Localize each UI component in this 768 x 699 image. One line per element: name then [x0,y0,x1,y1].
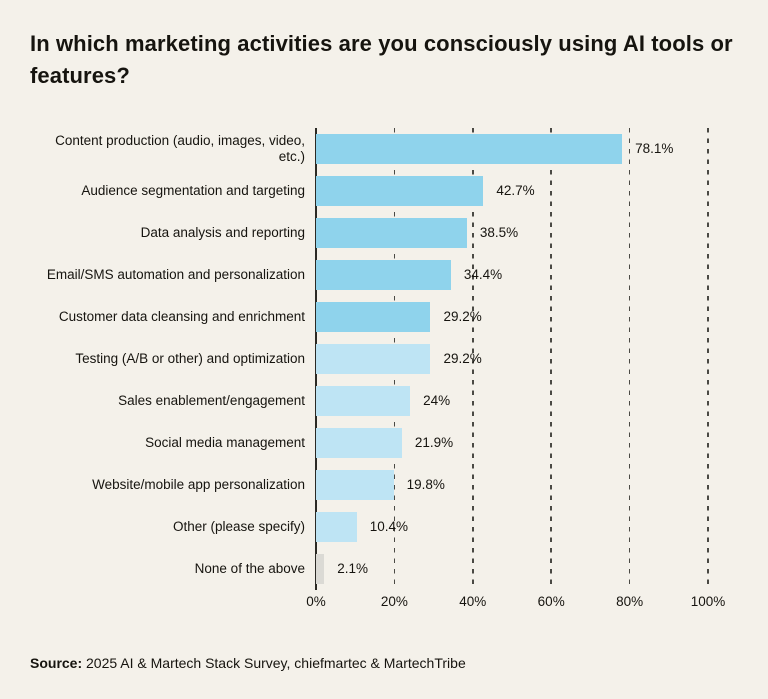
bar-area: 29.2% [316,338,708,380]
x-tick-label: 0% [306,594,326,609]
gridline-60 [550,128,552,590]
bar [316,554,325,584]
bar-area: 42.7% [316,170,708,212]
category-label: Email/SMS automation and personalization [46,267,305,282]
value-label: 24% [423,393,451,408]
bar [316,176,484,206]
bar [316,386,411,416]
bar [316,260,451,290]
x-tick-label: 100% [690,594,726,609]
category-label: Audience segmentation and targeting [81,183,305,198]
category-label: Data analysis and reporting [140,225,305,240]
table-row: Data analysis and reporting 38.5% [30,212,738,254]
chart-title: In which marketing activities are you co… [30,31,733,88]
value-label: 19.8% [406,477,445,492]
table-row: Testing (A/B or other) and optimization 2… [30,338,738,380]
bar [316,218,467,248]
category-label: Website/mobile app personalization [92,477,305,492]
table-row: Customer data cleansing and enrichment 29… [30,296,738,338]
table-row: Audience segmentation and targeting 42.7% [30,170,738,212]
value-label: 38.5% [479,225,519,240]
bar [316,134,623,164]
category-label: Content production (audio, images, video… [55,133,305,164]
value-label: 34.4% [463,267,503,282]
value-label: 21.9% [414,435,454,450]
bar-area: 10.4% [316,506,708,548]
table-row: Website/mobile app personalization 19.8% [30,464,738,506]
bar [316,344,431,374]
x-axis-tick-labels: 0% 20% 40% 60% 80% 100% [306,594,725,616]
x-tick-label: 40% [459,594,487,609]
bar-area: 21.9% [316,422,708,464]
table-row: None of the above 2.1% [30,548,738,590]
value-label: 2.1% [337,561,368,576]
source-line: Source: 2025 AI & Martech Stack Survey, … [30,655,466,671]
bar-area: 24% [316,380,708,422]
category-label: Customer data cleansing and enrichment [58,309,305,324]
bar [316,302,431,332]
table-row: Content production (audio, images, video… [30,128,738,170]
category-label: None of the above [194,561,305,576]
gridline-80 [628,128,631,590]
category-label: Social media management [145,435,305,450]
bar [316,512,357,542]
category-label: Other (please specify) [172,519,305,534]
x-tick-label: 60% [537,594,565,609]
bar-chart: Content production (audio, images, video… [30,128,738,609]
category-label: Testing (A/B or other) and optimization [75,351,305,366]
value-label: 29.2% [443,309,482,324]
value-label: 10.4% [369,519,409,534]
bar-rows: Content production (audio, images, video… [30,128,738,590]
table-row: Email/SMS automation and personalization… [30,254,738,296]
x-tick-label: 80% [616,594,644,609]
value-label: 78.1% [635,141,674,156]
bar [316,428,402,458]
bar-area: 34.4% [316,254,708,296]
bar-area: 29.2% [316,296,708,338]
bar-area: 2.1% [316,548,708,590]
gridline-100 [707,128,709,590]
value-label: 42.7% [496,183,535,198]
bar [316,470,394,500]
category-label: Sales enablement/engagement [118,393,305,408]
table-row: Other (please specify) 10.4% [30,506,738,548]
table-row: Sales enablement/engagement 24% [30,380,738,422]
bar-area: 78.1% [316,128,708,170]
source-text: 2025 AI & Martech Stack Survey, chiefmar… [82,655,466,671]
x-tick-label: 20% [380,594,408,609]
bar-area: 19.8% [316,464,708,506]
bar-area: 38.5% [316,212,708,254]
value-label: 29.2% [443,351,482,366]
source-label: Source: [30,655,83,671]
gridline-40 [472,128,474,590]
table-row: Social media management 21.9% [30,422,738,464]
